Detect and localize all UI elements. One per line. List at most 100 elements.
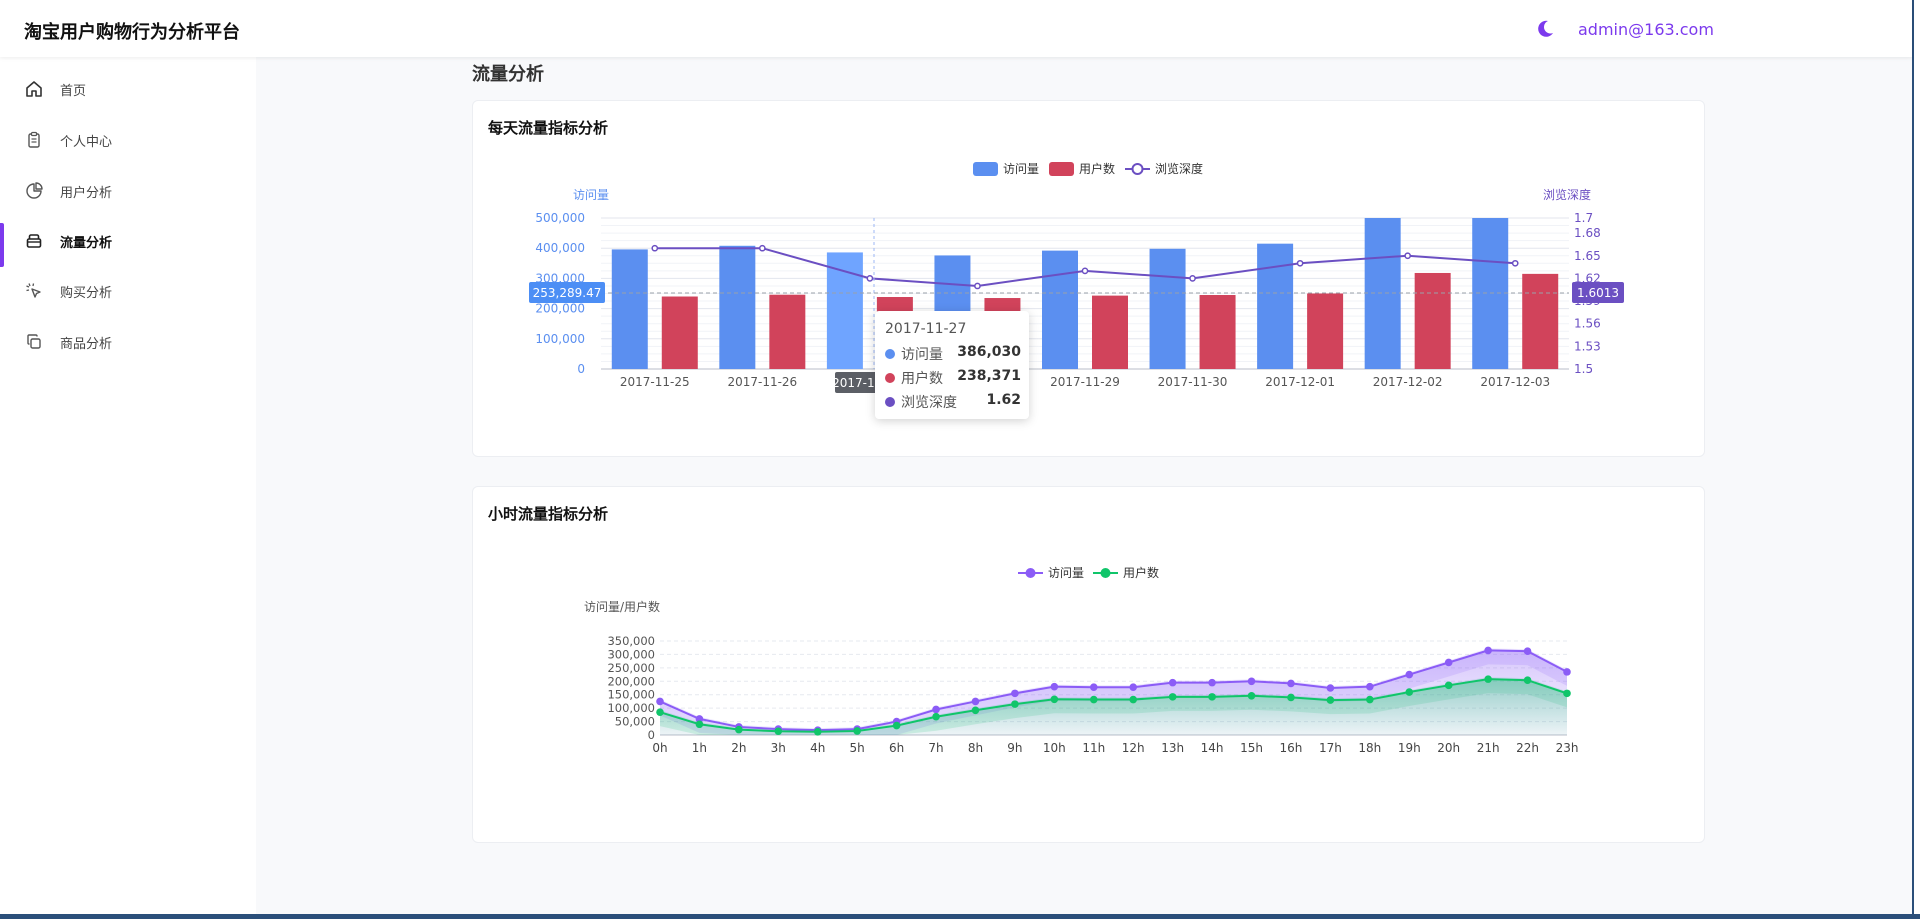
sidebar-item-home[interactable]: 首页 [0, 67, 256, 111]
bar-visits [1257, 243, 1294, 369]
home-icon [26, 81, 42, 97]
legend-swatch-point [1100, 568, 1111, 578]
legend-label: 用户数 [1079, 161, 1115, 176]
x-tick-label: 4h [810, 741, 825, 755]
x-tick-label: 18h [1358, 741, 1381, 755]
x-tick-label: 2h [731, 741, 746, 755]
legend-swatch [973, 162, 998, 176]
legend-swatch [1049, 162, 1074, 176]
point-visits [1444, 658, 1453, 667]
bar-users [769, 294, 806, 369]
point-visits [1129, 683, 1138, 691]
area-users [660, 679, 1567, 735]
point-visits [932, 705, 940, 714]
y-axis-label: 访问量/用户数 [584, 599, 660, 614]
legend-label: 访问量 [1003, 162, 1039, 176]
hourly-traffic-chart[interactable]: 050,000100,000150,000200,000250,000300,0… [473, 487, 1704, 842]
sidebar-item-label: 商品分析 [60, 336, 113, 352]
point-users [892, 721, 901, 730]
x-tick-label: 15h [1240, 741, 1263, 755]
point-visits [1484, 646, 1492, 655]
sidebar-item-profile[interactable]: 个人中心 [0, 118, 256, 162]
y-tick-label: 0 [577, 362, 585, 376]
bar-visits [611, 249, 648, 369]
point-depth [651, 244, 659, 252]
point-users [695, 720, 704, 729]
tooltip-series-value: 386,030 [957, 344, 1021, 360]
tooltip-row: 访问量 386,030 [885, 344, 1021, 364]
tooltip-row: 浏览深度 1.62 [885, 392, 1021, 412]
point-visits [1326, 684, 1335, 692]
tooltip-row: 用户数 238,371 [885, 368, 1021, 388]
tooltip-series-value: 1.62 [986, 392, 1021, 408]
daily-traffic-chart[interactable]: 0 100,000 200,000 300,000 400,000 500,000 1.5 1… [473, 101, 1704, 456]
top-bar: 淘宝用户购物行为分析平台 admin@163.com [0, 0, 1912, 57]
app-title: 淘宝用户购物行为分析平台 [24, 22, 240, 43]
sidebar-item-product-analysis[interactable]: 商品分析 [0, 320, 256, 364]
point-depth [866, 275, 874, 282]
point-users [853, 727, 861, 735]
point-users [1444, 681, 1453, 690]
point-depth [1404, 252, 1412, 260]
tooltip-date: 2017-11-27 [885, 321, 967, 337]
sidebar-item-label: 用户分析 [60, 185, 113, 201]
bar-users [1307, 293, 1344, 369]
point-depth [1511, 259, 1519, 267]
x-tick-label: 2017-12-02 [1373, 375, 1443, 389]
y-tick-label: 200,000 [607, 674, 655, 688]
x-tick-label: 2017-12-03 [1480, 375, 1550, 389]
point-visits [1168, 678, 1177, 687]
point-visits [971, 697, 980, 706]
y2-axis-label: 浏览深度 [1543, 187, 1591, 202]
point-visits [1563, 668, 1571, 676]
x-tick-label: 22h [1516, 741, 1539, 755]
avg-left-label-bg [529, 282, 605, 303]
series-dot-visits [885, 349, 895, 359]
y-tick-label: 500,000 [535, 211, 585, 225]
y2-tick-label: 1.7 [1574, 211, 1593, 225]
bar-visits [719, 245, 756, 369]
y-tick-label: 150,000 [607, 688, 655, 702]
y2-tick-label: 1.53 [1574, 339, 1601, 353]
bar-users [1199, 295, 1236, 369]
x-tick-label: 23h [1556, 741, 1579, 755]
x-tick-label: 2017-11-25 [620, 375, 690, 389]
page-title: 流量分析 [472, 64, 544, 85]
tooltip-series-name: 用户数 [901, 371, 943, 387]
x-tick-label: 17h [1319, 741, 1342, 755]
window-frame-bottom [0, 914, 1920, 919]
hourly-traffic-card: 小时流量指标分析 0 50,000 100,000 150,000 200,000 250… [472, 486, 1705, 843]
point-visits [1405, 670, 1414, 679]
x-tick-label: 10h [1043, 741, 1066, 755]
y-tick-label: 400,000 [535, 241, 585, 255]
sidebar-item-user-analysis[interactable]: 用户分析 [0, 169, 256, 213]
y2-tick-label: 1.62 [1574, 271, 1601, 285]
line-users [659, 678, 1568, 733]
y-axis-label: 访问量 [573, 188, 609, 202]
sidebar-item-label: 个人中心 [60, 134, 113, 150]
point-users [735, 725, 743, 734]
x-tick-label: 5h [850, 741, 865, 755]
moon-icon[interactable] [1535, 19, 1555, 39]
sidebar: 首页 个人中心 用户分析 流量分析 购买分析 商品分析 [0, 57, 256, 919]
x-tick-label: 8h [968, 741, 983, 755]
x-tick-label: 19h [1398, 741, 1421, 755]
x-tick-label: 20h [1437, 741, 1460, 755]
x-tick-label: 6h [889, 741, 904, 755]
user-email[interactable]: admin@163.com [1578, 20, 1714, 39]
avg-right-label: 1.6013 [1577, 286, 1619, 300]
legend-label: 访问量 [1048, 566, 1084, 580]
sidebar-item-traffic-analysis[interactable]: 流量分析 [0, 219, 256, 267]
bar-users [661, 296, 698, 369]
point-depth [1296, 259, 1304, 267]
legend-label: 浏览深度 [1155, 161, 1203, 176]
x-tick-label: 14h [1201, 741, 1224, 755]
y-tick-label: 100,000 [535, 332, 585, 346]
point-users [1563, 689, 1571, 698]
window-frame-edge [1912, 0, 1920, 919]
x-tick-label: 7h [928, 741, 943, 755]
sidebar-item-purchase-analysis[interactable]: 购买分析 [0, 269, 256, 313]
point-users [1129, 695, 1138, 704]
x-tick-label: 2017-11-30 [1158, 375, 1228, 389]
x-tick-label: 13h [1161, 741, 1184, 755]
